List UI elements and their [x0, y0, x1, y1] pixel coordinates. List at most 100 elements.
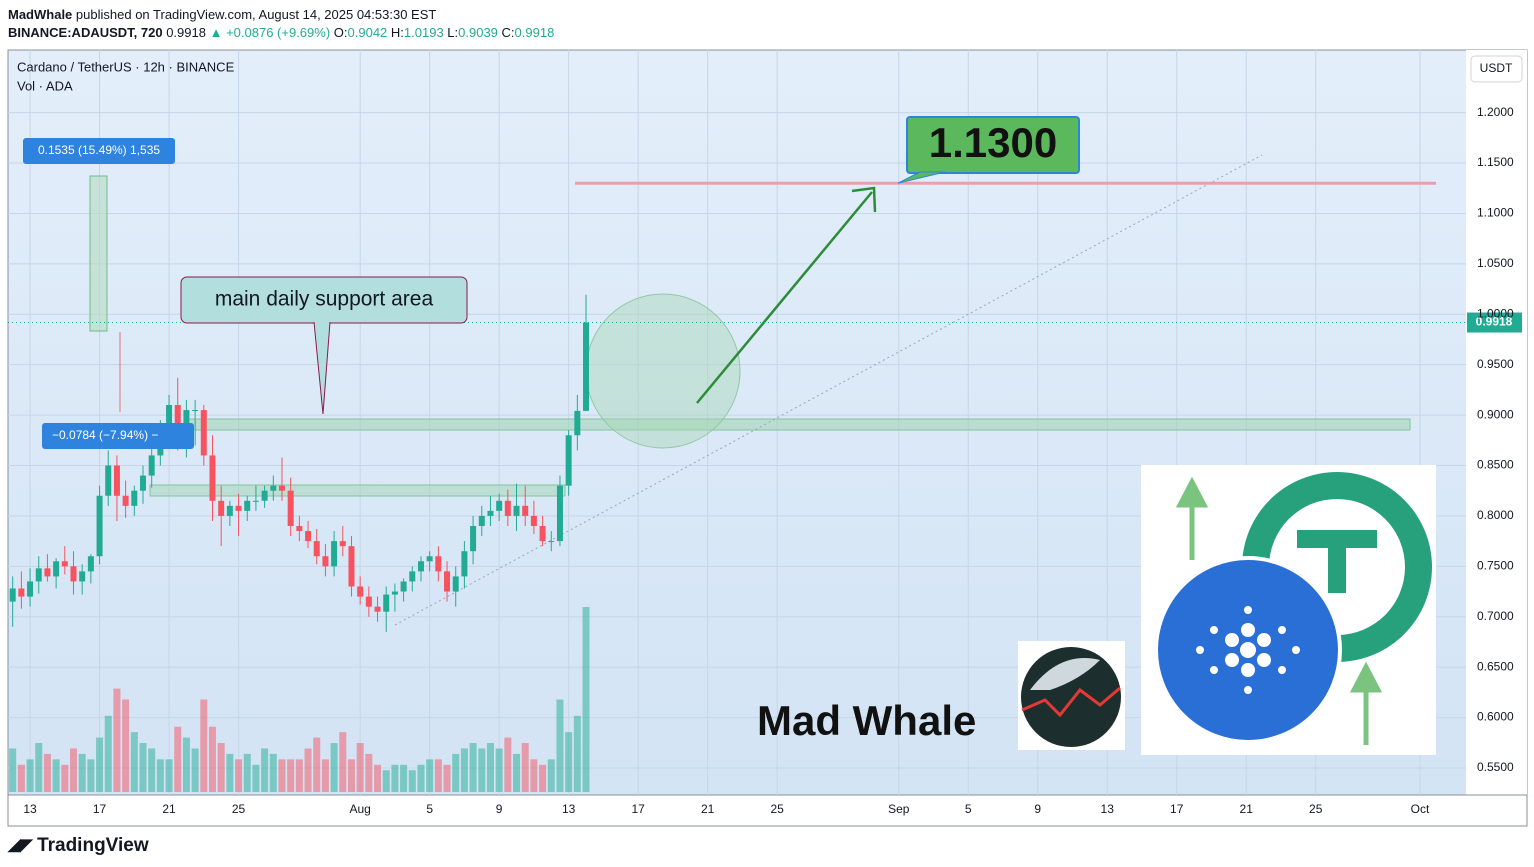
change: ▲ +0.0876 (+9.69%) — [209, 25, 331, 40]
volume-bar — [156, 759, 164, 792]
candle-body — [79, 571, 86, 582]
volume-bar — [530, 759, 538, 792]
candle-body — [192, 410, 199, 412]
x-tick-label: Aug — [349, 802, 370, 816]
volume-bar — [165, 759, 173, 792]
x-tick-label: Sep — [888, 802, 910, 816]
volume-bar — [182, 737, 190, 792]
candle-body — [339, 541, 346, 547]
candle-body — [374, 606, 381, 612]
y-tick-label: 0.6500 — [1477, 659, 1514, 673]
candle-body — [539, 525, 546, 542]
currency-button[interactable] — [1470, 55, 1523, 83]
candle-body — [470, 525, 477, 552]
candle-body — [305, 531, 312, 542]
candle-body — [218, 500, 225, 516]
volume-bar — [295, 759, 303, 792]
candle-body — [235, 505, 242, 511]
candle-body — [409, 571, 416, 582]
volume-bar — [122, 699, 130, 792]
volume-bar — [495, 748, 503, 792]
x-tick-label: 25 — [232, 802, 246, 816]
candle-body — [530, 515, 537, 526]
volume-bar — [243, 753, 251, 792]
volume-bar — [469, 743, 477, 792]
candle-body — [548, 541, 555, 543]
y-tick-label: 1.1000 — [1477, 206, 1514, 220]
currency[interactable]: USDT — [1480, 61, 1513, 75]
x-tick-label: 21 — [701, 802, 715, 816]
volume-bar — [87, 759, 95, 792]
y-tick-label: 1.1500 — [1477, 155, 1514, 169]
volume-bar — [313, 737, 321, 792]
whale-line — [1021, 686, 1121, 718]
last: 0.9918 — [166, 25, 206, 40]
candle-body — [226, 505, 233, 516]
candle-body — [209, 455, 216, 501]
volume-bar — [208, 726, 216, 792]
candle-body — [183, 410, 190, 436]
last-price-tag — [1467, 312, 1522, 333]
volume-bar — [408, 770, 416, 792]
author: MadWhale — [8, 7, 73, 22]
volume-bar — [339, 732, 347, 792]
candle-body — [139, 475, 146, 491]
candle-body — [313, 541, 320, 557]
target-label: 1.1300 — [929, 119, 1057, 166]
volume-bar — [582, 607, 590, 792]
candle-body — [18, 588, 25, 597]
annotation-pointer — [313, 321, 331, 415]
candle-body — [444, 571, 451, 592]
candle-body — [331, 541, 338, 567]
y-tick-label: 0.9500 — [1477, 357, 1514, 371]
volume-bar — [547, 759, 555, 792]
candle-body — [27, 581, 34, 597]
header: MadWhale published on TradingView.com, A… — [8, 6, 554, 42]
ohlc-key: L: — [447, 25, 459, 40]
tether-t — [1297, 530, 1377, 593]
x-tick-label: 5 — [426, 802, 433, 816]
candle-body — [565, 435, 572, 486]
cardano-dots — [1196, 606, 1300, 694]
x-tick-label: 5 — [965, 802, 972, 816]
candle-body — [478, 515, 485, 526]
candle-body — [122, 495, 129, 506]
volume-bar — [200, 699, 208, 792]
volume-bar — [486, 743, 494, 792]
ohlc: O:0.9042 H:1.0193 L:0.9039 C:0.9918 — [334, 25, 555, 40]
candle-body — [522, 505, 529, 516]
volume-bar — [9, 748, 17, 792]
volume-bar — [78, 753, 86, 792]
candle-body — [400, 581, 407, 592]
volume-bar — [17, 764, 25, 792]
candle-body — [357, 586, 364, 597]
x-tick-label: 9 — [1034, 802, 1041, 816]
volume-bar — [26, 759, 34, 792]
arrow-head — [851, 186, 877, 213]
volume-bar — [460, 748, 468, 792]
volume-bar — [374, 764, 382, 792]
x-tick-label: 17 — [93, 802, 107, 816]
candle-body — [53, 561, 60, 577]
candle-body — [574, 410, 581, 436]
x-tick-label: 25 — [770, 802, 784, 816]
support-zone — [149, 484, 566, 497]
candle-body — [365, 596, 372, 607]
candle-body — [496, 500, 503, 511]
up-arrow — [1175, 476, 1209, 560]
volume-bar — [521, 743, 529, 792]
candle-body — [44, 568, 51, 577]
candle-body — [322, 556, 329, 567]
brand-name: TradingView — [37, 835, 149, 856]
y-tick-label: 0.6000 — [1477, 710, 1514, 724]
arrow — [696, 191, 873, 404]
ohlc-value: 0.9039 — [458, 25, 498, 40]
y-tick-label: 1.2000 — [1477, 105, 1514, 119]
y-tick-label: 0.5500 — [1477, 760, 1514, 774]
volume-bar — [261, 748, 269, 792]
chart-subtitle: Vol · ADA — [17, 78, 73, 93]
annotation: main daily support area — [215, 288, 434, 311]
volume-bar — [330, 743, 338, 792]
candle-body — [556, 485, 563, 542]
